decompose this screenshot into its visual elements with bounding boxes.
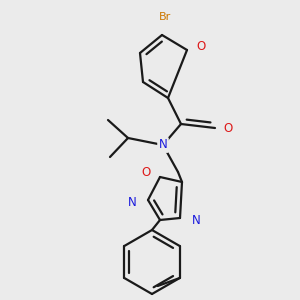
Text: N: N: [128, 196, 136, 208]
Text: O: O: [141, 166, 151, 178]
Text: Br: Br: [159, 12, 171, 22]
Text: O: O: [196, 40, 206, 52]
Text: N: N: [159, 139, 167, 152]
Text: O: O: [224, 122, 232, 134]
Text: N: N: [192, 214, 200, 226]
